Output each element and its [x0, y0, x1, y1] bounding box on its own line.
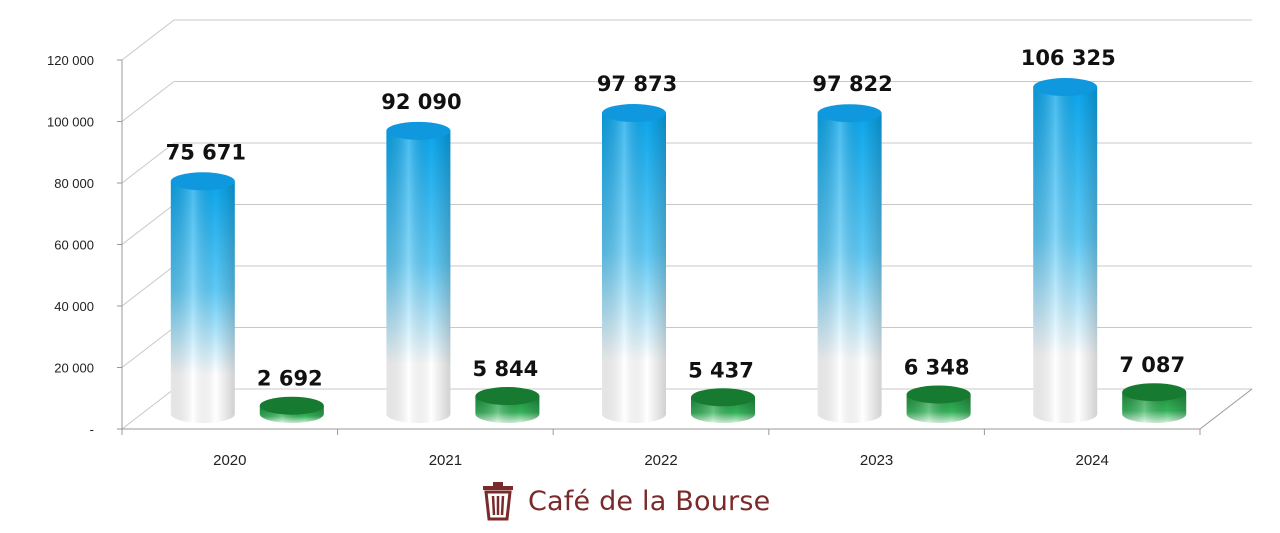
data-label: 7 087: [1119, 353, 1185, 377]
data-label: 2 692: [257, 367, 323, 391]
bar-blue-top: [386, 121, 451, 140]
data-label: 6 348: [904, 355, 970, 379]
bar-blue: [170, 172, 235, 423]
data-label: 97 873: [597, 72, 677, 96]
data-label: 75 671: [166, 140, 246, 164]
bar-blue-top: [817, 104, 882, 123]
bar-blue: [1033, 78, 1098, 423]
x-tick-label: 2023: [860, 452, 893, 469]
bar-green-top: [691, 388, 755, 407]
bin-icon: [483, 482, 513, 521]
bar-green-top: [259, 396, 324, 415]
bar-blue-shade: [817, 113, 882, 423]
bar-blue-shade: [386, 130, 451, 424]
watermark-text: Café de la Bourse: [528, 485, 771, 517]
floor-edge: [1199, 388, 1253, 430]
gridline-diagonal: [121, 19, 175, 61]
y-tick-label: 20 000: [54, 361, 94, 376]
bar-green: [1122, 383, 1187, 423]
bar-blue-shade: [1033, 87, 1098, 423]
bar-green: [475, 387, 540, 423]
bar-blue: [386, 121, 451, 424]
gridline-diagonal: [121, 204, 175, 245]
x-tick-label: 2024: [1076, 452, 1109, 469]
bar-blue-shade: [602, 113, 666, 423]
bar-blue: [817, 104, 882, 423]
data-label: 97 822: [812, 72, 892, 96]
gridline-diagonal: [121, 142, 175, 184]
bar-green-top: [1122, 383, 1187, 402]
bar-blue-top: [1033, 78, 1098, 97]
y-tick-label: 80 000: [54, 176, 94, 191]
x-tick-label: 2022: [644, 452, 677, 469]
gridline-diagonal: [121, 81, 175, 122]
bar-blue-top: [602, 104, 666, 123]
watermark: Café de la Bourse: [478, 478, 770, 524]
bar-green-top: [475, 387, 540, 406]
data-label: 5 437: [688, 358, 754, 382]
bar-blue-top: [170, 172, 235, 191]
data-label: 92 090: [381, 90, 461, 114]
bar-green: [259, 396, 324, 423]
gridline-diagonal: [121, 327, 175, 368]
y-tick-label: 100 000: [47, 115, 94, 130]
bar-blue: [602, 104, 666, 423]
gridline-diagonal: [121, 388, 175, 430]
data-label: 5 844: [473, 357, 539, 381]
bar-green: [691, 388, 755, 423]
y-tick-label: 40 000: [54, 299, 94, 314]
bar-green: [906, 385, 971, 423]
bar-blue-shade: [170, 181, 235, 423]
y-tick-label: 60 000: [54, 238, 94, 253]
x-tick-label: 2021: [429, 452, 462, 469]
gridline-diagonal: [121, 265, 175, 307]
data-label: 106 325: [1021, 46, 1116, 70]
y-tick-label: 120 000: [47, 53, 94, 68]
x-tick-label: 2020: [213, 452, 246, 469]
bar-green-top: [906, 385, 971, 404]
y-tick-label: -: [90, 422, 94, 437]
